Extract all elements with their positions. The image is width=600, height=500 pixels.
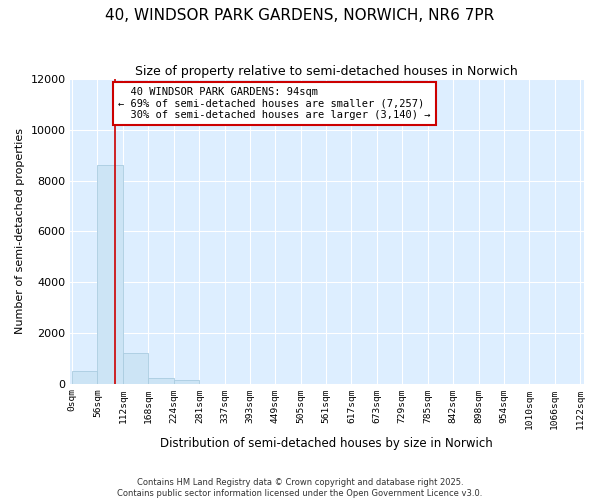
Title: Size of property relative to semi-detached houses in Norwich: Size of property relative to semi-detach… [136, 65, 518, 78]
Y-axis label: Number of semi-detached properties: Number of semi-detached properties [15, 128, 25, 334]
Bar [72, 371, 97, 384]
Bar [173, 380, 199, 384]
Bar [97, 166, 123, 384]
Text: 40 WINDSOR PARK GARDENS: 94sqm
← 69% of semi-detached houses are smaller (7,257): 40 WINDSOR PARK GARDENS: 94sqm ← 69% of … [118, 87, 431, 120]
Text: 40, WINDSOR PARK GARDENS, NORWICH, NR6 7PR: 40, WINDSOR PARK GARDENS, NORWICH, NR6 7… [106, 8, 494, 22]
X-axis label: Distribution of semi-detached houses by size in Norwich: Distribution of semi-detached houses by … [160, 437, 493, 450]
Text: Contains HM Land Registry data © Crown copyright and database right 2025.
Contai: Contains HM Land Registry data © Crown c… [118, 478, 482, 498]
Bar [123, 353, 148, 384]
Bar [148, 378, 173, 384]
